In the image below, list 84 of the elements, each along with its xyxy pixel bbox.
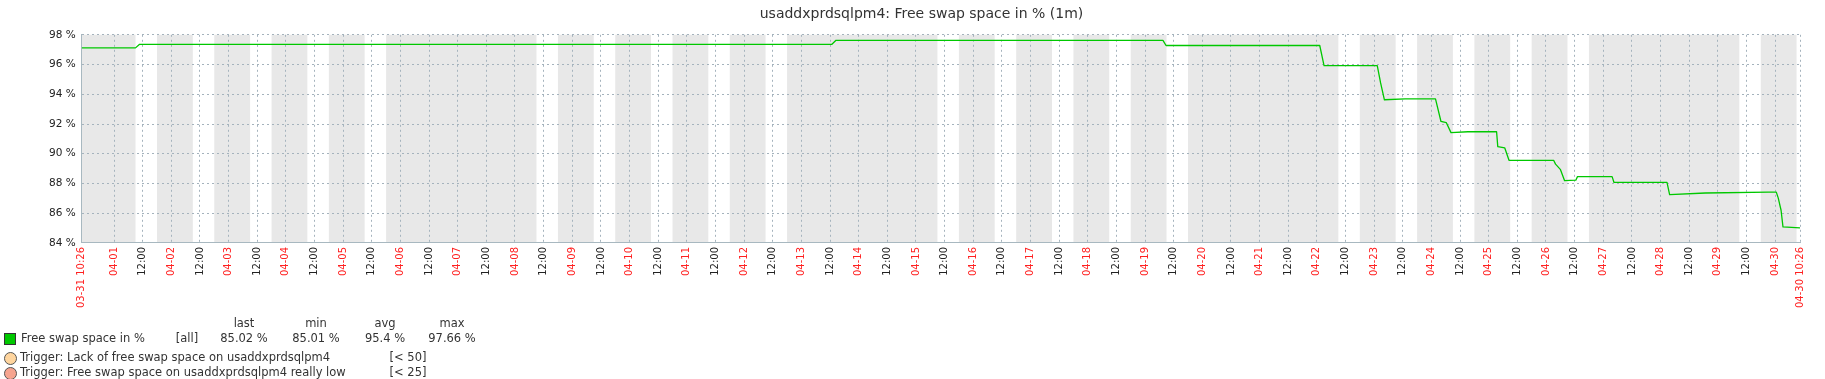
x-tick-label: 04-07 [451, 246, 463, 277]
x-tick-label: 12:00 [995, 246, 1007, 276]
text: 97.66 % [428, 331, 476, 345]
x-tick-label: 04-12 [737, 246, 749, 277]
x-tick-label: 12:00 [193, 246, 205, 276]
x-tick-label: 12:00 [1396, 246, 1408, 276]
x-tick-label: 04-30 [1768, 246, 1780, 277]
x-tick-label: 04-01 [107, 246, 119, 277]
x-tick-label: 12:00 [1453, 246, 1465, 276]
x-tick-label: 04-15 [909, 246, 921, 277]
text: 95.4 % [364, 331, 406, 345]
x-tick-label: 12:00 [136, 246, 148, 276]
text: [all] [175, 331, 199, 345]
x-tick-label: 04-22 [1310, 246, 1322, 277]
x-tick-label: 04-02 [164, 246, 176, 277]
x-tick-label: 04-09 [565, 246, 577, 277]
y-tick-label: 86 % [48, 205, 76, 218]
x-tick-label: 04-05 [336, 246, 348, 277]
x-tick-label: 12:00 [651, 246, 663, 276]
text: last [233, 316, 255, 330]
x-tick-label: 12:00 [365, 246, 377, 276]
text: 85.02 % [220, 331, 268, 345]
x-tick-label: 04-06 [394, 246, 406, 277]
x-tick-label: 04-25 [1482, 246, 1494, 277]
text: avg [374, 316, 396, 330]
x-tick-label: 12:00 [1625, 246, 1637, 276]
text: Trigger: Free swap space on usaddxprdsqlpm4 really low [20, 365, 346, 379]
x-tick-label: 12:00 [422, 246, 434, 276]
y-tick-label: 94 % [48, 87, 76, 99]
x-tick-label: 04-30 10:26 [1793, 246, 1805, 309]
x-tick-label: 12:00 [1110, 246, 1121, 276]
x-tick-label: 12:00 [1740, 246, 1752, 276]
x-tick-label: 12:00 [308, 246, 320, 276]
x-tick-label: 12:00 [823, 246, 835, 276]
y-tick-label: 90 % [48, 146, 76, 159]
x-tick-label: 12:00 [1510, 246, 1522, 276]
y-tick-label: 98 % [48, 27, 76, 40]
x-tick-label: 04-11 [680, 246, 692, 277]
x-tick-label: 12:00 [537, 246, 549, 276]
y-tick-label: 88 % [48, 176, 76, 189]
x-tick-label: 12:00 [594, 246, 606, 276]
x-tick-label: 04-03 [222, 246, 234, 277]
x-tick-label: 04-17 [1024, 246, 1036, 277]
text: 85.01 % [292, 331, 340, 345]
x-tick-label: 12:00 [709, 246, 721, 276]
x-tick-label: 03-31 10:26 [75, 246, 87, 309]
x-tick-label: 12:00 [880, 246, 892, 276]
x-tick-label: 12:00 [1568, 246, 1580, 276]
x-tick-label: 12:00 [479, 246, 491, 276]
x-tick-label: 04-28 [1654, 246, 1666, 277]
x-tick-label: 04-18 [1081, 246, 1093, 277]
text: [< 25] [389, 365, 427, 379]
x-tick-label: 04-19 [1138, 246, 1150, 277]
x-tick-label: 12:00 [1682, 246, 1694, 276]
x-tick-label: 12:00 [250, 246, 262, 276]
x-tick-label: 04-21 [1253, 246, 1265, 277]
x-tick-label: 04-16 [966, 246, 978, 277]
x-tick-label: 12:00 [1224, 246, 1236, 276]
y-tick-label: 84 % [48, 235, 76, 248]
legend-label: Free swap space in % [21, 331, 145, 345]
x-tick-label: 04-29 [1711, 246, 1723, 277]
x-tick-label: 12:00 [938, 246, 950, 276]
text: max [439, 316, 465, 330]
x-tick-label: 04-14 [852, 246, 864, 277]
text: min [305, 316, 327, 330]
x-tick-label: 04-20 [1195, 246, 1207, 277]
x-tick-label: 04-13 [794, 246, 806, 277]
x-tick-label: 04-24 [1425, 246, 1437, 277]
text: Trigger: Lack of free swap space on usaddxprdsqlpm4 [20, 350, 331, 364]
x-tick-label: 04-10 [623, 246, 635, 277]
x-tick-label: 12:00 [766, 246, 778, 276]
x-tick-label: 04-27 [1596, 246, 1608, 277]
x-tick-label: 04-26 [1539, 246, 1551, 277]
text: [< 50] [389, 350, 427, 364]
chart-title: usaddxprdsqlpm4: Free swap space in % (1m) [759, 5, 1084, 22]
x-tick-label: 04-08 [508, 246, 520, 277]
y-tick-label: 92 % [48, 116, 76, 129]
x-tick-label: 04-23 [1367, 246, 1379, 277]
x-tick-label: 12:00 [1339, 246, 1351, 276]
y-tick-label: 96 % [48, 57, 76, 70]
x-tick-label: 12:00 [1281, 246, 1293, 276]
x-tick-label: 12:00 [1052, 246, 1064, 276]
x-tick-label: 12:00 [1167, 246, 1179, 276]
x-tick-label: 04-04 [279, 246, 291, 277]
